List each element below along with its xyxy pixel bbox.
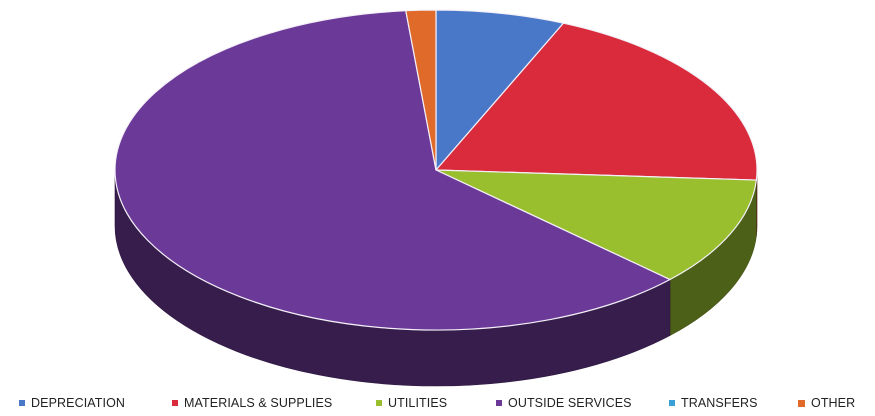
pie-slice-other [405,9,437,171]
legend-swatch-transfers [669,400,675,406]
pie-chart [114,9,758,387]
legend-item-depreciation: DEPRECIATION [19,396,125,410]
pie-slice-depreciation [435,9,565,171]
legend: DEPRECIATION MATERIALS & SUPPLIES UTILIT… [0,394,875,414]
legend-label-materials-supplies: MATERIALS & SUPPLIES [184,396,333,410]
legend-swatch-outside-services [496,400,502,406]
legend-item-other: OTHER [798,396,855,410]
legend-item-transfers: TRANSFERS [669,396,758,410]
legend-item-outside-services: OUTSIDE SERVICES [496,396,632,410]
legend-swatch-other [798,399,805,407]
pie-chart-svg [114,9,758,387]
pie-slice-materials-supplies [435,22,758,181]
pie-slice-outside-services [114,10,671,331]
legend-item-materials-supplies: MATERIALS & SUPPLIES [172,396,332,410]
legend-label-outside-services: OUTSIDE SERVICES [508,396,632,410]
legend-label-utilities: UTILITIES [388,396,448,410]
pie-top [114,9,758,331]
legend-swatch-depreciation [19,400,25,406]
legend-swatch-utilities [376,400,382,406]
legend-label-other: OTHER [811,396,856,410]
legend-item-utilities: UTILITIES [376,396,447,410]
legend-label-transfers: TRANSFERS [681,396,758,410]
pie-slice-utilities [435,169,757,281]
legend-swatch-materials-supplies [172,400,178,406]
legend-label-depreciation: DEPRECIATION [31,396,126,410]
